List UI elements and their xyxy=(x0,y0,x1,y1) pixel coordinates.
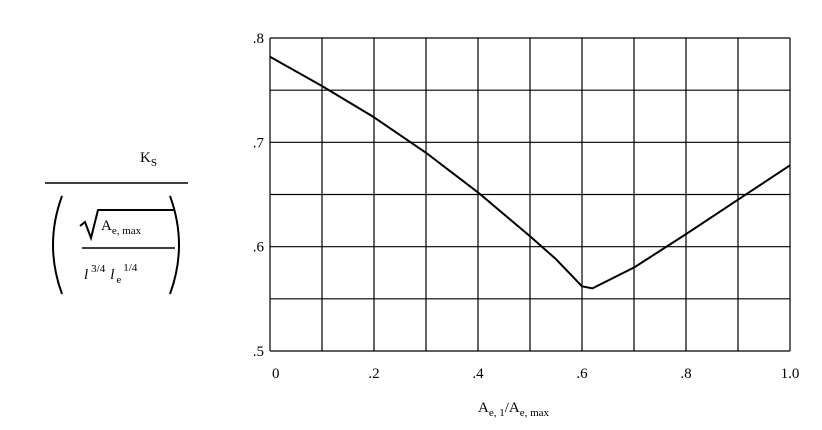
denominator: l 3/4 l e1/4 xyxy=(84,262,138,286)
x-tick-label: 1.0 xyxy=(781,366,800,382)
y-axis-label: KS Ae, max l 3/4 l e1/4 xyxy=(45,150,188,295)
x-tick-label: .6 xyxy=(576,366,588,382)
x-tick-label: .4 xyxy=(472,366,484,382)
paren-right xyxy=(169,195,180,295)
data-line xyxy=(269,55,791,290)
numerator: KS xyxy=(140,150,157,169)
y-tick-label: .6 xyxy=(253,240,265,256)
x-tick-label: .8 xyxy=(680,366,691,382)
radicand: Ae, max xyxy=(101,218,142,237)
radical-sign xyxy=(79,209,175,242)
x-axis-label: Ae, 1/Ae, max xyxy=(478,400,550,419)
y-tick-label: .7 xyxy=(253,135,265,151)
x-tick-label: .2 xyxy=(368,366,379,382)
y-tick-label: .5 xyxy=(253,344,264,360)
paren-left xyxy=(52,195,63,295)
y-tick-label: .8 xyxy=(253,31,264,47)
x-tick-label: 0 xyxy=(272,366,280,382)
